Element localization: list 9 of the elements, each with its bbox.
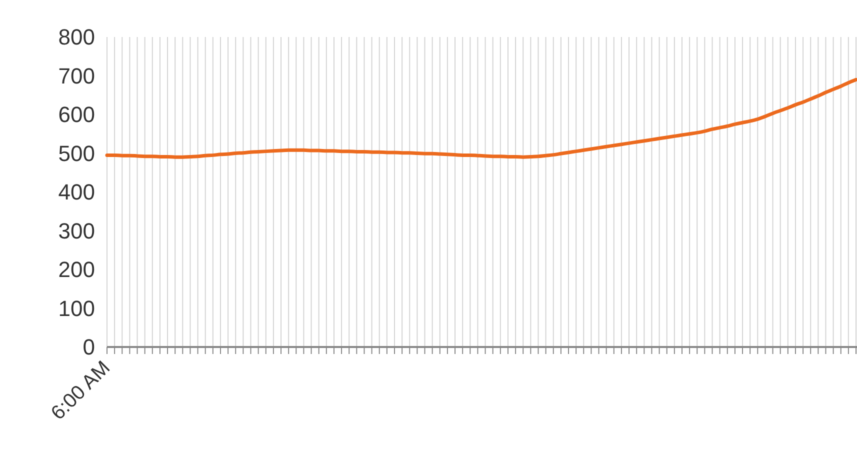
y-tick-label: 600 — [58, 102, 95, 128]
y-tick-label: 200 — [58, 257, 95, 282]
y-tick-label: 100 — [58, 296, 95, 321]
y-tick-label: 400 — [58, 180, 95, 205]
y-tick-label: 700 — [58, 63, 95, 88]
line-series — [105, 78, 857, 159]
y-tick-label: 800 — [58, 24, 95, 50]
y-tick-label: 300 — [58, 218, 95, 244]
y-tick-label: 500 — [58, 140, 95, 166]
